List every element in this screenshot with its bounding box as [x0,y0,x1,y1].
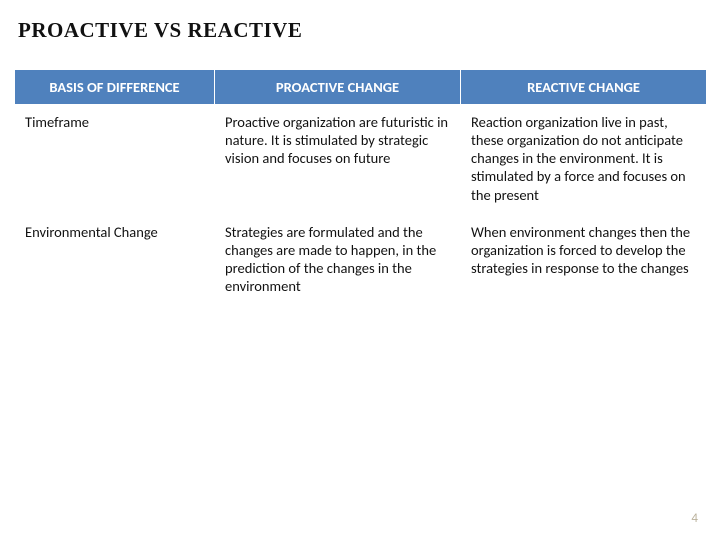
cell-proactive: Strategies are formulated and the change… [215,214,461,306]
col-header-basis: BASIS OF DIFFERENCE [15,70,215,105]
cell-basis: Environmental Change [15,214,215,306]
table-row: Timeframe Proactive organization are fut… [15,105,707,215]
cell-proactive: Proactive organization are futuristic in… [215,105,461,215]
table-row: Environmental Change Strategies are form… [15,214,707,306]
comparison-table: BASIS OF DIFFERENCE PROACTIVE CHANGE REA… [14,69,707,306]
slide-title: PROACTIVE VS REACTIVE [18,18,706,43]
cell-basis: Timeframe [15,105,215,215]
table-header-row: BASIS OF DIFFERENCE PROACTIVE CHANGE REA… [15,70,707,105]
page-number: 4 [691,511,698,526]
col-header-reactive: REACTIVE CHANGE [461,70,707,105]
col-header-proactive: PROACTIVE CHANGE [215,70,461,105]
cell-reactive: When environment changes then the organi… [461,214,707,306]
cell-reactive: Reaction organization live in past, thes… [461,105,707,215]
